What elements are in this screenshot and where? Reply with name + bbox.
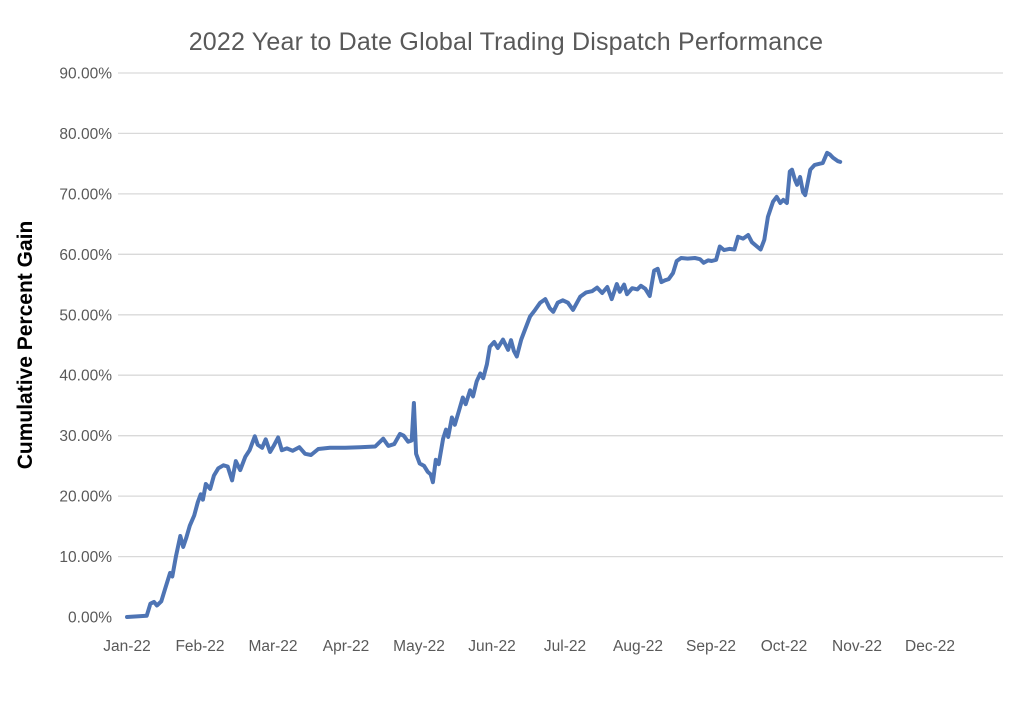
x-axis-tick-label: Jan-22	[103, 638, 150, 655]
x-axis-tick-label: Jun-22	[468, 638, 515, 655]
x-axis-tick-label: May-22	[393, 638, 445, 655]
x-axis-tick-label: Jul-22	[544, 638, 586, 655]
x-axis-tick-label: Sep-22	[686, 638, 736, 655]
y-axis-title: Cumulative Percent Gain	[14, 220, 37, 470]
y-axis-tick-label: 70.00%	[59, 186, 112, 203]
performance-series-line	[125, 150, 843, 619]
y-axis-tick-label: 80.00%	[59, 126, 112, 143]
y-axis-tick-label: 20.00%	[59, 489, 112, 506]
x-axis-tick-label: Aug-22	[613, 638, 663, 655]
y-axis-tick-label: 50.00%	[59, 307, 112, 324]
y-axis-tick-label: 10.00%	[59, 549, 112, 566]
y-axis-tick-label: 60.00%	[59, 247, 112, 264]
chart-title: 2022 Year to Date Global Trading Dispatc…	[188, 28, 824, 56]
x-axis-tick-label: Oct-22	[761, 638, 808, 655]
x-axis-tick-label: Nov-22	[832, 638, 882, 655]
x-axis-tick-label: Dec-22	[905, 638, 955, 655]
x-axis-tick-label: Mar-22	[248, 638, 297, 655]
x-axis-tick-label: Apr-22	[323, 638, 370, 655]
y-axis-tick-label: 0.00%	[68, 610, 112, 627]
y-axis-tick-label: 40.00%	[59, 368, 112, 385]
y-axis-tick-label: 90.00%	[59, 66, 112, 83]
x-axis-tick-label: Feb-22	[175, 638, 224, 655]
y-axis-tick-label: 30.00%	[59, 428, 112, 445]
